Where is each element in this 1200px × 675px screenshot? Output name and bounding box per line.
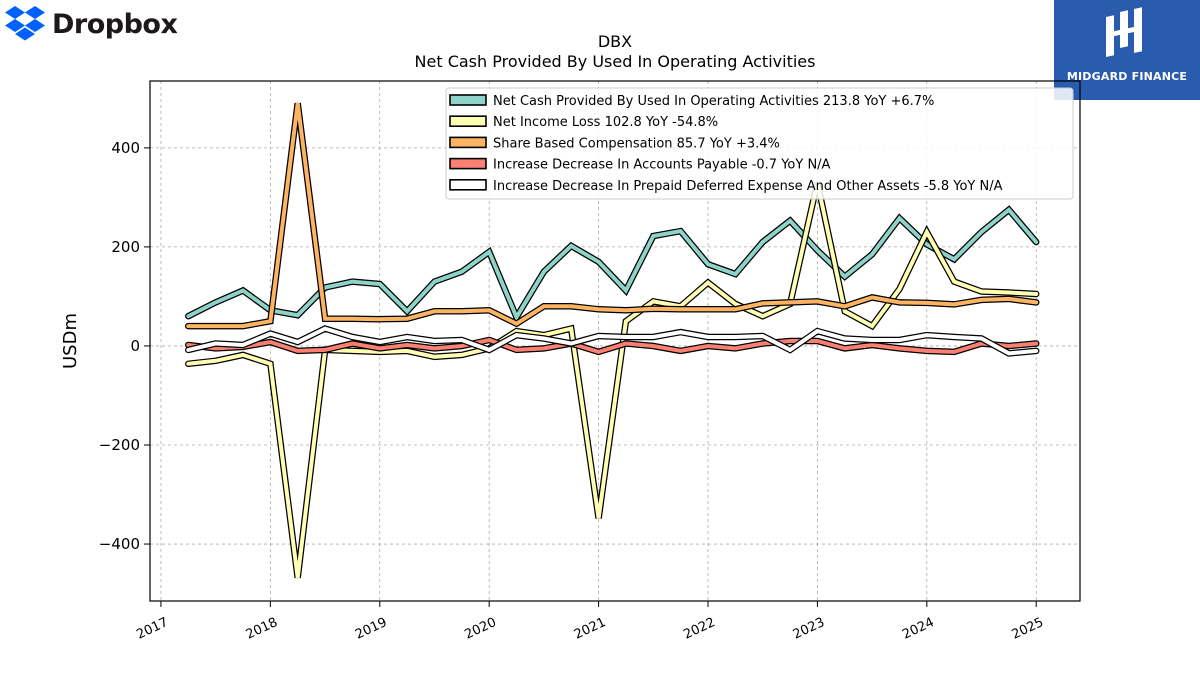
legend-swatch [449, 179, 487, 191]
midgard-logo-text: MIDGARD FINANCE [1066, 70, 1188, 83]
legend-item: Increase Decrease In Prepaid Deferred Ex… [449, 179, 1003, 194]
series-line [186, 326, 1039, 356]
x-tick-label: 2019 [353, 615, 389, 643]
x-tick-label: 2025 [1010, 615, 1046, 643]
midgard-emblem-icon [1106, 7, 1142, 57]
series-1 [185, 205, 1040, 325]
y-tick-label: 200 [111, 238, 140, 256]
x-tick-label: 2020 [463, 615, 499, 643]
x-tick-label: 2021 [572, 615, 608, 643]
x-axis: 2017 2018 2019 2020 2021 2022 2023 2024 2025 [134, 601, 1046, 643]
legend-swatch [449, 115, 487, 127]
x-tick-label: 2024 [900, 615, 936, 643]
series-line [186, 103, 1039, 329]
midgard-finance-logo: MIDGARD FINANCE [1054, 0, 1200, 100]
x-tick-label: 2023 [791, 615, 827, 643]
x-tick-label: 2017 [134, 615, 170, 643]
series-3 [185, 102, 1040, 330]
x-tick-label: 2022 [681, 615, 717, 643]
legend-item: Net Cash Provided By Used In Operating A… [449, 94, 934, 109]
series-line [186, 207, 1039, 322]
series-4 [185, 336, 1040, 356]
legend-swatch [449, 94, 487, 106]
legend-label: Increase Decrease In Accounts Payable -0… [493, 158, 831, 173]
legend-label: Share Based Compensation 85.7 YoY +3.4% [493, 136, 780, 151]
series-5 [185, 325, 1040, 357]
legend-label: Increase Decrease In Prepaid Deferred Ex… [493, 179, 1003, 194]
y-axis-label: USDm [60, 313, 81, 369]
legend-swatch [449, 136, 487, 149]
chart-title: DBX [597, 32, 633, 51]
legend-item: Increase Decrease In Accounts Payable -0… [449, 157, 831, 173]
y-tick-label: 0 [130, 337, 140, 355]
dropbox-logo: Dropbox [4, 4, 178, 44]
legend-item: Share Based Compensation 85.7 YoY +3.4% [449, 136, 780, 151]
series-line [186, 337, 1039, 354]
legend-box [445, 87, 1074, 200]
y-axis: −400 −200 0 200 400 [99, 139, 150, 553]
y-tick-label: −200 [99, 436, 140, 454]
legend-item: Net Income Loss 102.8 YoY -54.8% [449, 115, 718, 130]
legend-label: Net Income Loss 102.8 YoY -54.8% [493, 115, 718, 130]
legend: Net Cash Provided By Used In Operating A… [445, 87, 1074, 200]
dropbox-logo-text: Dropbox [52, 8, 178, 40]
legend-swatch [449, 157, 487, 170]
y-tick-label: −400 [99, 535, 140, 553]
x-tick-label: 2018 [244, 615, 280, 643]
chart-subtitle: Net Cash Provided By Used In Operating A… [414, 52, 816, 71]
legend-label: Net Cash Provided By Used In Operating A… [493, 94, 934, 109]
plot-frame [149, 80, 1081, 602]
series-lines [185, 102, 1040, 579]
y-tick-label: 400 [111, 139, 140, 157]
dropbox-box-icon [5, 6, 45, 41]
